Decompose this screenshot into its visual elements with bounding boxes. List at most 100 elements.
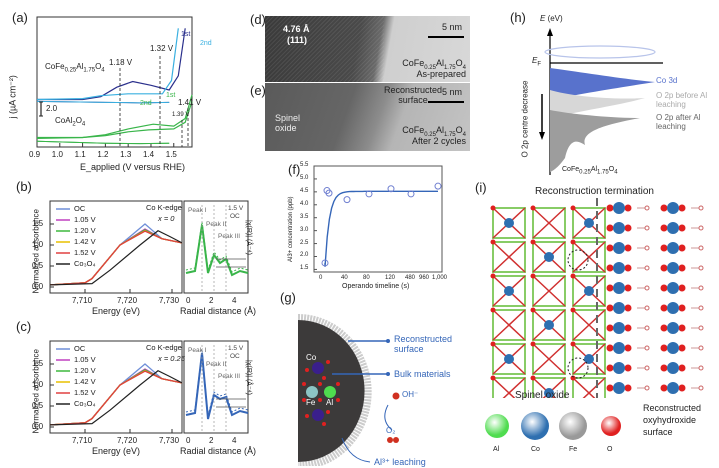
legend-label: 1.42 V [74,237,96,246]
panel-label-a: (a) [12,10,28,25]
o-atom [530,375,536,381]
f-ytick-label: 1.5 [300,265,309,272]
f-data-point [434,182,442,190]
tem-image-after-cycles: Spinel oxide Reconstructed surface 5 nm … [265,83,470,151]
cycle-label-2nd-bottom: 2nd [140,100,152,107]
o-atom [606,324,614,332]
legend-label: 1.20 V [74,226,96,235]
reconstruction-schematic [297,314,400,466]
panel-i: (i) Reconstruction termination Spinel ox… [475,180,719,466]
cv-chart [36,16,193,148]
peak-iii-label: Peak III [218,233,241,240]
h-atom [644,365,650,371]
h-atom [698,245,704,251]
o-atom [490,307,496,313]
co-atom [667,302,679,314]
xas-frame [49,340,183,434]
region-spinel: Spinel oxide [275,113,301,133]
callout-reconstructed: Reconstructed surface [394,334,453,354]
f-data-point [387,185,395,193]
dos-yaxis: E (eV) [540,14,563,23]
spinel-cell [572,275,606,307]
f-data-point [365,190,373,198]
spinel-cell [492,309,526,341]
cv-scale-bar-label: 2.0 [46,104,58,113]
o-atom [624,344,632,352]
xas-ytick-label: 0.0 [32,282,44,291]
xas-ytick-label: 1.0 [32,240,44,249]
peak-i-label: Peak I [188,207,207,214]
exafs-xtick-label: 0 [186,296,191,305]
o-atom [660,384,668,392]
xas-chart-b [49,200,249,294]
o-atom [606,244,614,252]
panel-b: (b) 0.0 0.5 1.0 1.5 7,710 7,720 7,730 OC 1.05 V 1.… [0,175,260,316]
o-atom [606,284,614,292]
o-atom [490,375,496,381]
h-atom [644,225,650,231]
spinel-cell [572,207,606,239]
spinel-bond [572,309,606,341]
o-atom [530,239,536,245]
cv-xtick-label: 1.5 [165,150,177,159]
o-atom [624,284,632,292]
dos-sample: CoFe0.25Al1.75O4 [562,166,618,176]
xas-xtick-label: 7,710 [72,436,93,445]
label-oxygen: O₂ [386,426,396,435]
exafs-xlabel: Radial distance (Å) [180,446,257,456]
h-atom [644,245,650,251]
xas-xlabel: Energy (eV) [92,306,141,316]
xas-ytick-label: 1.5 [32,359,44,368]
spinel-bond [502,377,526,398]
co-atom [544,388,554,398]
o-atom [660,204,668,212]
h-atom [698,305,704,311]
xas-ytick-label: 0.5 [32,401,44,410]
inset-legend-1-5v: 1.5 V [228,345,244,352]
cv-return-line [36,100,170,104]
legend-atom-co [521,412,549,440]
inset-legend-1-5v: 1.5 V [228,205,244,212]
xas-series-co3o4 [49,230,183,286]
exafs-1-5v-line [185,349,249,417]
f-xtick-label: 960 [419,275,430,281]
co-atom [613,222,625,234]
f-xtick-label: 480 [405,275,416,281]
exafs-frame [183,200,249,294]
f-frame [313,165,443,273]
co-atom [613,282,625,294]
fe-atom [306,386,318,398]
spinel-bond [492,309,526,341]
band-o2p-after: O 2p after Al leaching [656,113,701,131]
f-data-point [343,196,351,204]
co-atom [504,354,514,364]
exafs-1-5v-line [185,221,249,273]
o-atom [570,375,576,381]
xas-series-line [49,368,183,426]
co-atom [613,322,625,334]
exafs-xtick-label: 2 [209,436,214,445]
f-xtick-label: 40 [341,275,348,281]
hydroxide-ion [392,392,400,400]
vacancy-marker [567,249,589,271]
co-atom [504,286,514,296]
co-atom [667,262,679,274]
o-atom [530,273,536,279]
xas-series-line [49,228,183,286]
xas-ytick-label: 0.0 [32,422,44,431]
xas-xtick-label: 7,710 [72,296,93,305]
o-atom [678,344,686,352]
cv-xtick-label: 1.3 [120,150,132,159]
o-atom [606,224,614,232]
h-atom [698,325,704,331]
co-atom [613,362,625,374]
h-atom [698,365,704,371]
h-atom [698,285,704,291]
legend-atom-label: O [607,446,613,453]
xas-series-line [49,370,183,426]
cycle-label-2nd-top: 2nd [200,40,212,47]
legend-label: 1.42 V [74,377,96,386]
f-xtick-label: 120 [385,275,396,281]
dos-diagram [539,28,663,175]
panel-label-h: (h) [510,10,526,25]
